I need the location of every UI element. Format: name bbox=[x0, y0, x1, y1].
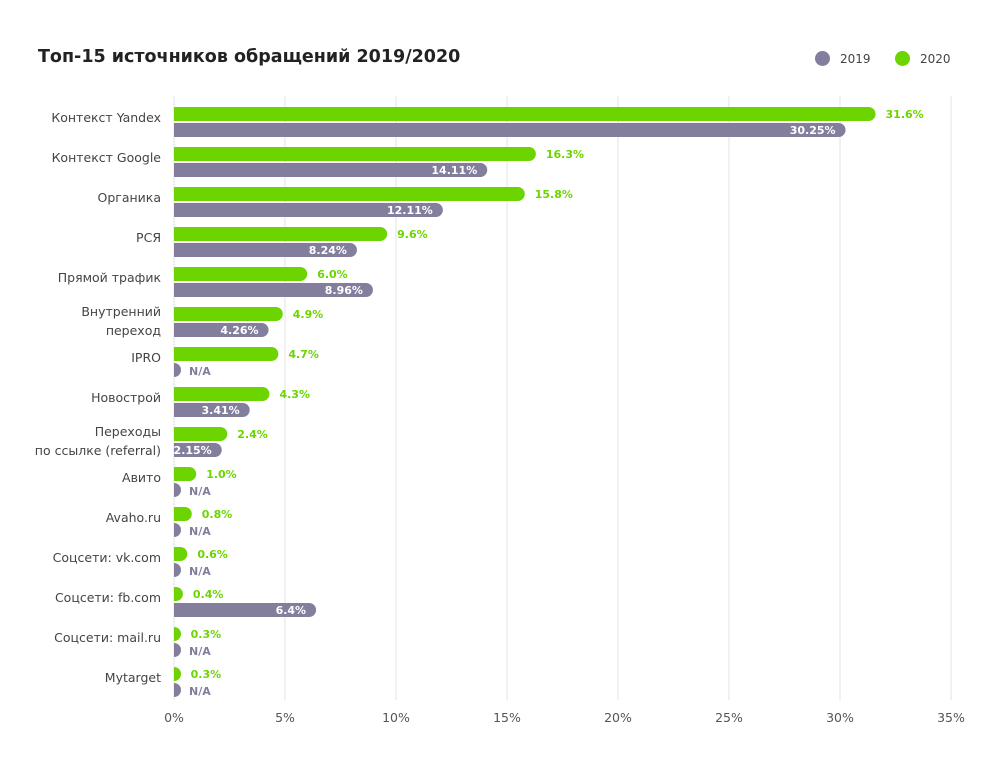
data-label-2020: 1.0% bbox=[206, 468, 237, 481]
legend-label-2020: 2020 bbox=[920, 51, 951, 66]
x-tick-label: 30% bbox=[826, 710, 854, 725]
category-label: Авито bbox=[122, 470, 161, 485]
x-tick-label: 5% bbox=[275, 710, 295, 725]
bar-2020 bbox=[174, 227, 388, 241]
data-label-2019: 4.26% bbox=[220, 324, 258, 337]
data-label-2020: 15.8% bbox=[535, 188, 573, 201]
data-label-2020: 9.6% bbox=[397, 228, 428, 241]
data-label-2019: N/A bbox=[189, 565, 211, 578]
category-label: Соцсети: vk.com bbox=[53, 550, 161, 565]
data-label-2020: 4.7% bbox=[288, 348, 319, 361]
bar-2020 bbox=[174, 267, 308, 281]
data-label-2020: 6.0% bbox=[317, 268, 348, 281]
legend-label-2019: 2019 bbox=[840, 51, 871, 66]
bar-2020 bbox=[174, 427, 228, 441]
data-label-2019: 12.11% bbox=[387, 204, 433, 217]
data-label-2019: N/A bbox=[189, 685, 211, 698]
data-label-2020: 16.3% bbox=[546, 148, 584, 161]
data-label-2019: 3.41% bbox=[202, 404, 240, 417]
x-tick-label: 20% bbox=[604, 710, 632, 725]
bar-2019 bbox=[174, 323, 269, 337]
x-tick-label: 15% bbox=[493, 710, 521, 725]
data-label-2019: 2.15% bbox=[174, 444, 212, 457]
data-label-2020: 31.6% bbox=[886, 108, 924, 121]
bar-2020 bbox=[174, 107, 876, 122]
bar-2019 bbox=[174, 203, 443, 218]
data-label-2020: 0.3% bbox=[191, 628, 222, 641]
data-label-2020: 4.9% bbox=[293, 308, 324, 321]
data-label-2020: 0.4% bbox=[193, 588, 224, 601]
category-label: Mytarget bbox=[105, 670, 161, 685]
category-label: Соцсети: fb.com bbox=[55, 590, 161, 605]
bar-2020 bbox=[174, 627, 181, 641]
category-label: Внутренний переход bbox=[81, 304, 161, 338]
bar-2019 bbox=[174, 443, 222, 458]
data-label-2019: 8.96% bbox=[325, 284, 363, 297]
bar-2020 bbox=[174, 187, 525, 201]
category-label: Соцсети: mail.ru bbox=[54, 630, 161, 645]
category-label: Контекст Yandex bbox=[51, 110, 161, 125]
bar-2020 bbox=[174, 387, 270, 401]
data-label-2019: N/A bbox=[189, 525, 211, 538]
bar-2020 bbox=[174, 347, 279, 361]
data-label-2020: 4.3% bbox=[279, 388, 310, 401]
data-label-2019: 6.4% bbox=[276, 604, 307, 617]
chart-title: Топ-15 источников обращений 2019/2020 bbox=[38, 47, 461, 67]
x-tick-label: 0% bbox=[164, 710, 184, 725]
data-label-2019: 8.24% bbox=[309, 244, 347, 257]
category-label: РСЯ bbox=[136, 230, 161, 245]
bar-2019 bbox=[174, 403, 250, 417]
bar-2020 bbox=[174, 307, 283, 321]
category-label: Переходы по ссылке (referral) bbox=[35, 424, 161, 458]
data-label-2020: 0.8% bbox=[202, 508, 233, 521]
bar-2019 bbox=[174, 523, 181, 537]
bar-2019 bbox=[174, 482, 181, 497]
category-label: Контекст Google bbox=[52, 150, 162, 165]
bar-2019 bbox=[174, 283, 373, 297]
data-label-2019: 14.11% bbox=[431, 164, 477, 177]
data-label-2020: 0.6% bbox=[197, 548, 228, 561]
data-label-2020: 2.4% bbox=[237, 428, 268, 441]
bar-2020 bbox=[174, 507, 192, 521]
bar-2020 bbox=[174, 147, 536, 161]
bar-2019 bbox=[174, 363, 181, 377]
bar-2020 bbox=[174, 587, 183, 601]
category-label: Прямой трафик bbox=[58, 270, 162, 285]
bar-2020 bbox=[174, 467, 197, 481]
bar-2019 bbox=[174, 163, 488, 177]
legend-item-2019: 2019 bbox=[815, 51, 871, 66]
data-label-2019: N/A bbox=[189, 645, 211, 658]
x-tick-label: 10% bbox=[382, 710, 410, 725]
data-label-2019: 30.25% bbox=[790, 124, 836, 137]
data-label-2020: 0.3% bbox=[191, 668, 222, 681]
bar-2019 bbox=[174, 603, 317, 617]
category-label: Avaho.ru bbox=[106, 510, 161, 525]
bar-2019 bbox=[174, 563, 181, 577]
legend-swatch-2019 bbox=[815, 51, 830, 66]
data-label-2019: N/A bbox=[189, 485, 211, 498]
x-tick-label: 35% bbox=[937, 710, 965, 725]
category-label: IPRO bbox=[131, 350, 161, 365]
data-label-2019: N/A bbox=[189, 365, 211, 378]
bar-2019 bbox=[174, 243, 357, 257]
legend-swatch-2020 bbox=[895, 51, 910, 66]
legend-item-2020: 2020 bbox=[895, 51, 951, 66]
category-label: Органика bbox=[97, 190, 161, 205]
bar-2020 bbox=[174, 547, 188, 561]
bar-2020 bbox=[174, 667, 181, 681]
x-tick-label: 25% bbox=[715, 710, 743, 725]
category-label: Новострой bbox=[91, 390, 161, 405]
bar-2019 bbox=[174, 683, 181, 697]
bar-2019 bbox=[174, 643, 181, 657]
bar-2019 bbox=[174, 123, 846, 138]
